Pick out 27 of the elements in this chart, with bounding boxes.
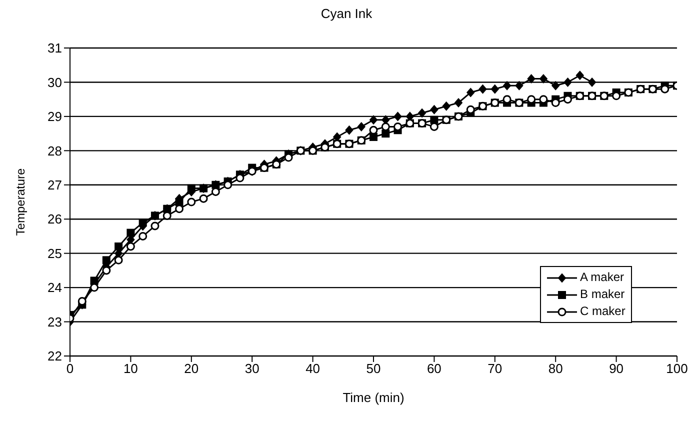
y-tick-label: 24 — [48, 280, 62, 296]
x-tick-label: 30 — [244, 361, 260, 376]
x-tick-label: 0 — [66, 361, 74, 376]
y-tick-label: 27 — [48, 178, 62, 193]
y-tick-label: 22 — [48, 348, 62, 364]
x-tick-label: 70 — [488, 361, 502, 376]
x-tick-label: 60 — [426, 361, 442, 376]
y-tick-label: 30 — [48, 74, 62, 90]
legend-label: C maker — [580, 303, 626, 320]
x-tick-label: 50 — [366, 361, 381, 376]
y-tick-label: 31 — [48, 40, 62, 56]
x-tick-label: 80 — [548, 361, 563, 376]
y-tick-label: 29 — [48, 109, 62, 124]
x-tick-label: 20 — [184, 361, 199, 376]
x-tick-label: 100 — [666, 361, 688, 376]
y-tick-label: 26 — [48, 212, 62, 227]
y-axis-title: Temperature — [13, 168, 28, 236]
x-tick-label: 90 — [609, 361, 624, 376]
x-tick-label: 10 — [123, 361, 138, 376]
x-tick-label: 40 — [306, 361, 320, 376]
x-axis-title: Time (min) — [342, 390, 404, 405]
y-tick-label: 25 — [48, 246, 62, 261]
legend-label: A maker — [580, 269, 624, 286]
chart-title: Cyan Ink — [320, 6, 374, 21]
legend-label: B maker — [580, 286, 625, 303]
y-tick-label: 28 — [48, 143, 62, 158]
y-tick-label: 23 — [48, 314, 62, 330]
